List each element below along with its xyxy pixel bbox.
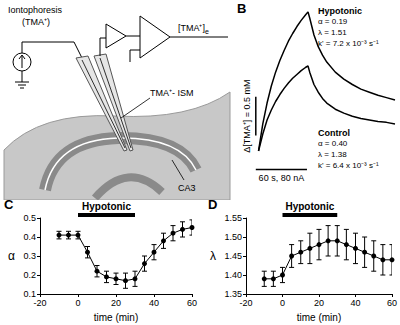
svg-text:Hypotonic: Hypotonic — [318, 6, 362, 16]
svg-text:(TMA⁺): (TMA⁺) — [22, 17, 50, 27]
svg-text:1.35: 1.35 — [224, 289, 242, 299]
svg-text:1.45: 1.45 — [224, 251, 242, 261]
svg-text:60: 60 — [187, 298, 197, 308]
svg-text:time (min): time (min) — [94, 312, 138, 323]
svg-text:40: 40 — [149, 298, 159, 308]
svg-text:λ = 1.51: λ = 1.51 — [318, 28, 347, 37]
svg-text:-20: -20 — [239, 298, 252, 308]
svg-text:[TMA⁺]e: [TMA⁺]e — [178, 23, 209, 35]
svg-text:D: D — [208, 197, 217, 212]
svg-text:k' = 6.4 x 10⁻³ s⁻¹: k' = 6.4 x 10⁻³ s⁻¹ — [318, 161, 379, 170]
svg-text:1.55: 1.55 — [224, 213, 242, 223]
svg-text:0.1: 0.1 — [23, 289, 36, 299]
svg-text:0.5: 0.5 — [23, 213, 36, 223]
svg-text:k' = 7.2 x 10⁻³ s⁻¹: k' = 7.2 x 10⁻³ s⁻¹ — [318, 39, 379, 48]
svg-text:20: 20 — [314, 298, 324, 308]
svg-text:0.2: 0.2 — [23, 270, 36, 280]
svg-text:λ = 1.38: λ = 1.38 — [318, 150, 347, 159]
svg-text:α = 0.19: α = 0.19 — [318, 17, 348, 26]
svg-text:B: B — [237, 1, 246, 16]
svg-text:Control: Control — [318, 128, 350, 138]
svg-text:40: 40 — [350, 298, 360, 308]
svg-text:α: α — [8, 249, 15, 263]
svg-text:20: 20 — [111, 298, 121, 308]
svg-text:Hypotonic: Hypotonic — [82, 201, 131, 212]
svg-text:60: 60 — [387, 298, 397, 308]
svg-text:-20: -20 — [33, 298, 46, 308]
svg-text:0.4: 0.4 — [23, 232, 36, 242]
svg-text:1.40: 1.40 — [224, 270, 242, 280]
svg-text:0: 0 — [75, 298, 80, 308]
svg-text:60 s, 80 nA: 60 s, 80 nA — [259, 173, 305, 183]
svg-text:1.50: 1.50 — [224, 232, 242, 242]
svg-text:Hypotonic: Hypotonic — [285, 201, 334, 212]
svg-text:λ: λ — [210, 249, 216, 263]
svg-text:time (min): time (min) — [297, 312, 341, 323]
svg-text:CA3: CA3 — [178, 183, 196, 193]
svg-text:TMA⁺- ISM: TMA⁺- ISM — [150, 88, 194, 98]
svg-text:0.3: 0.3 — [23, 251, 36, 261]
svg-text:α = 0.40: α = 0.40 — [318, 139, 348, 148]
svg-text:Iontophoresis: Iontophoresis — [8, 5, 63, 15]
svg-text:C: C — [4, 197, 14, 212]
svg-text:0: 0 — [280, 298, 285, 308]
svg-text:Δ[TMA⁺] = 0.5 mM: Δ[TMA⁺] = 0.5 mM — [242, 80, 252, 153]
